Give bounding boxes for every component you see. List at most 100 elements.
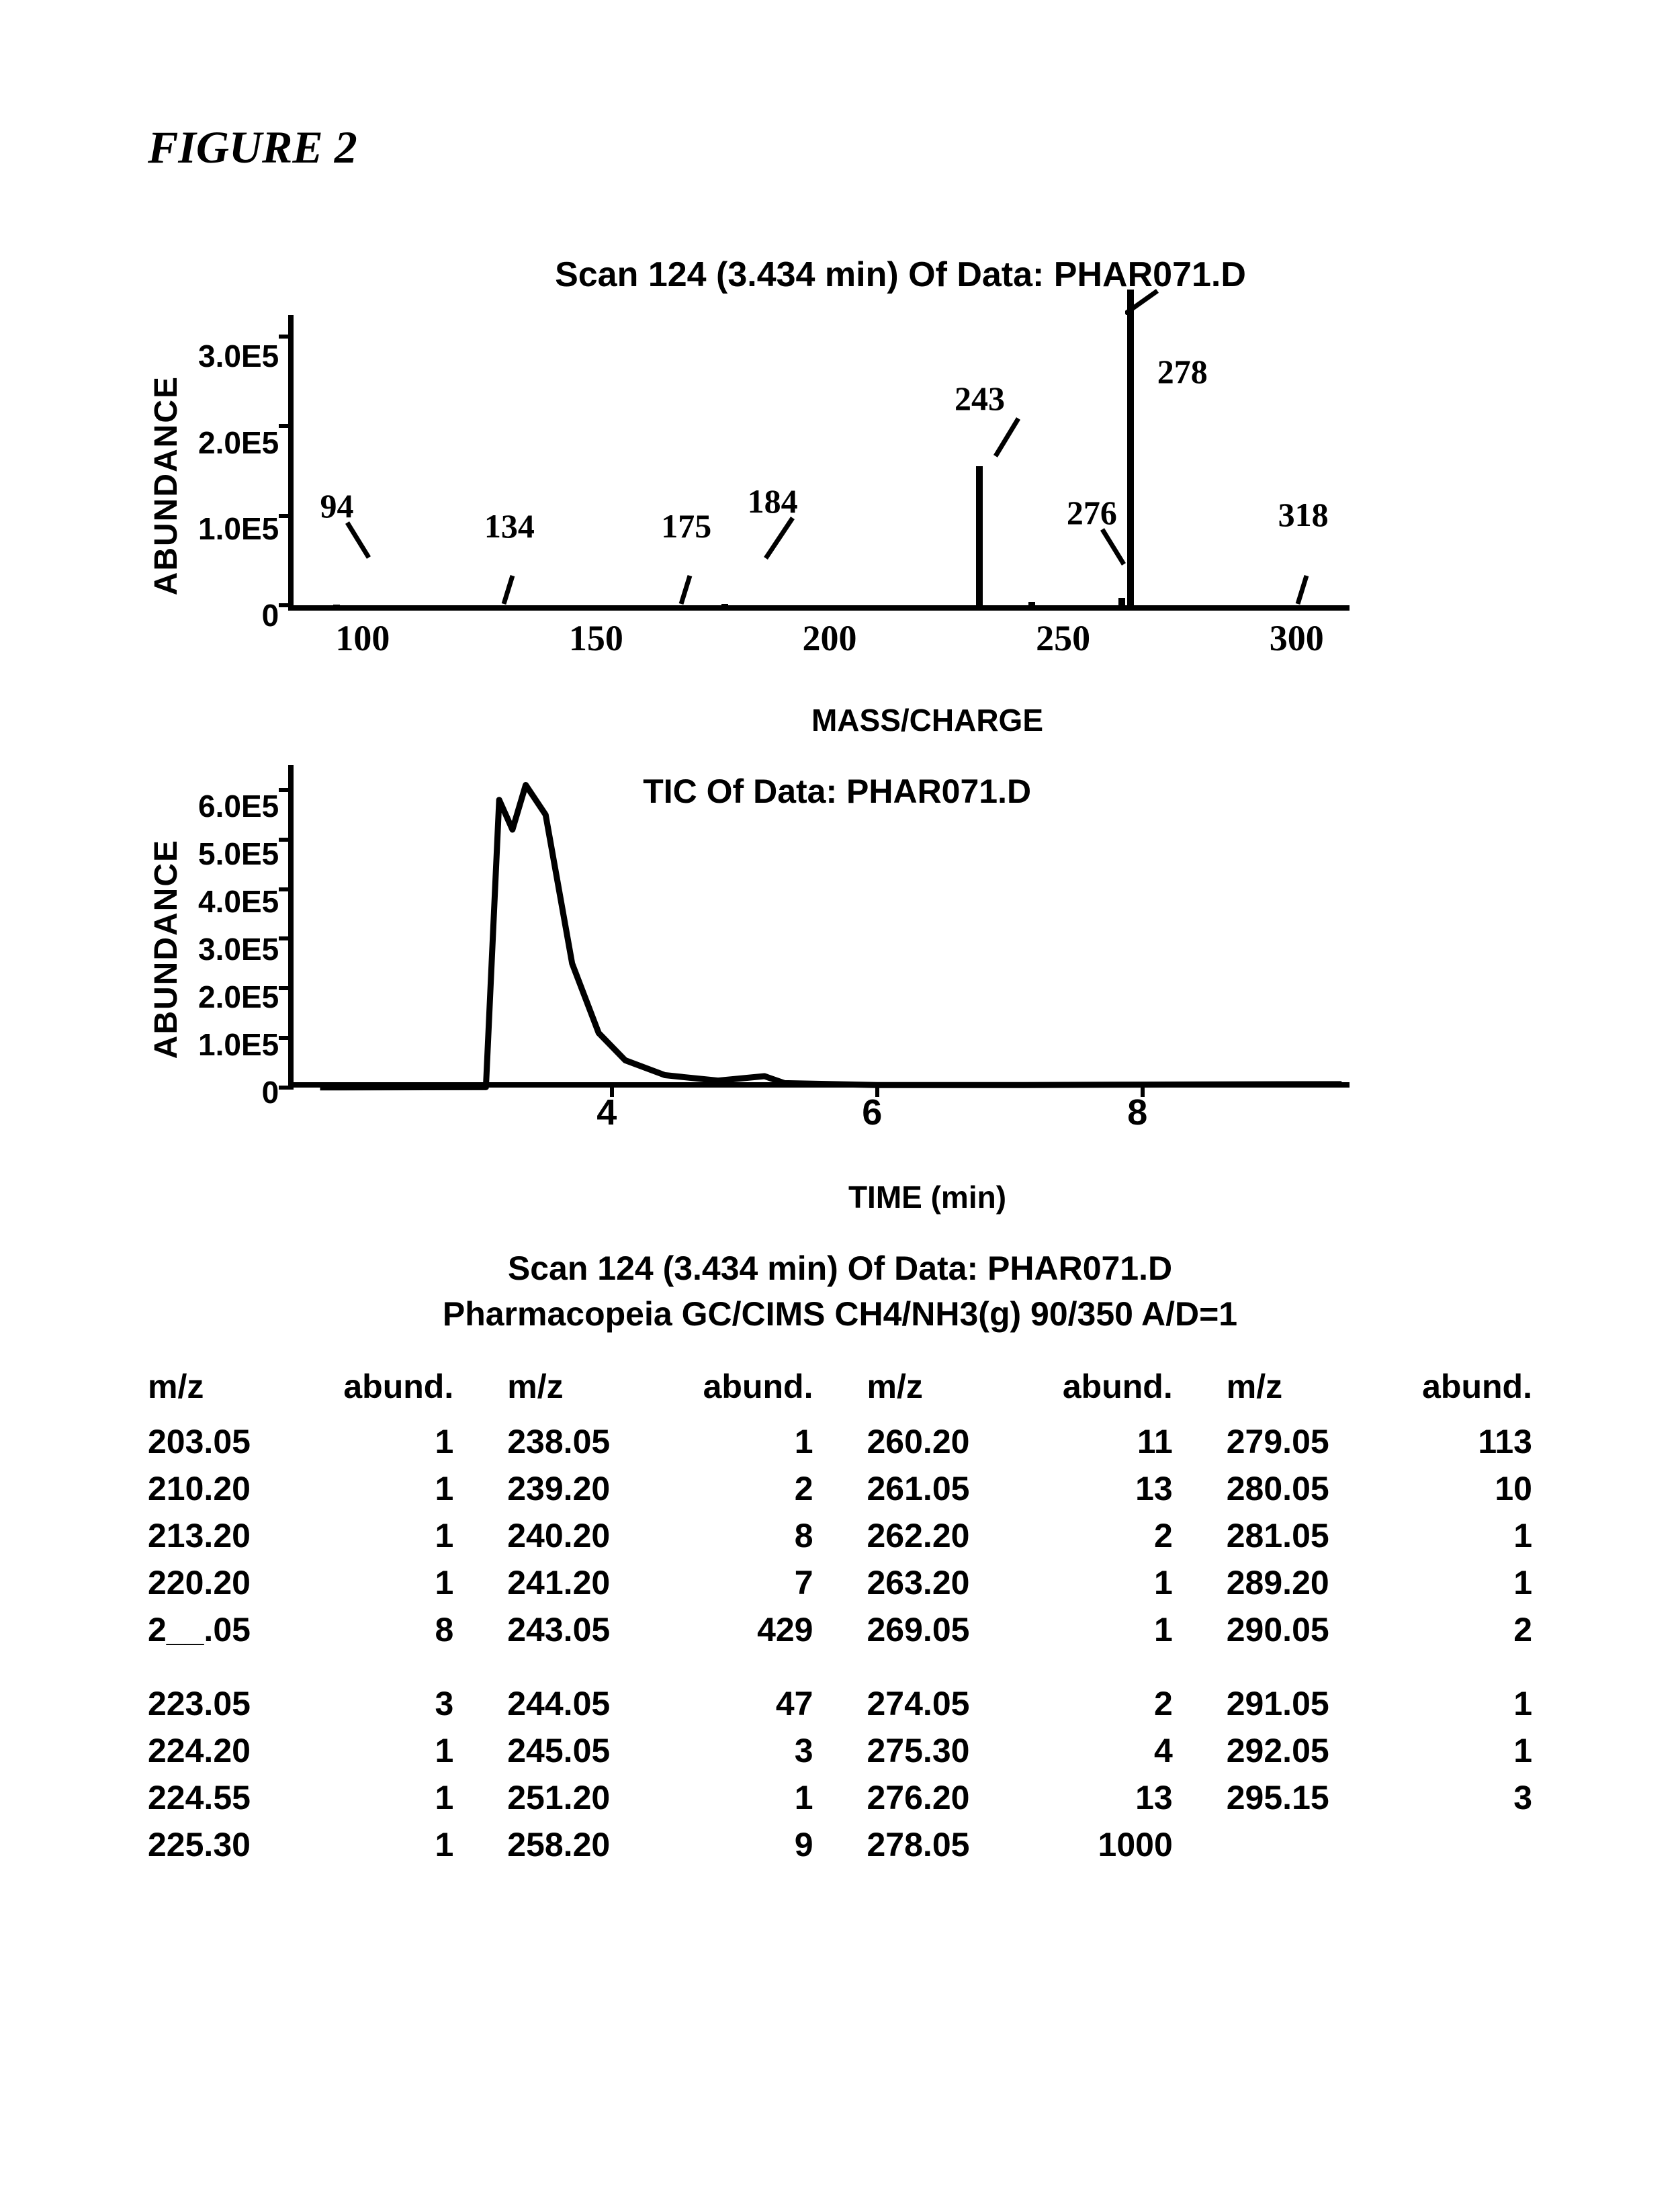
chart1-plot-area: 94134175184243276278318 [288,315,1350,611]
xtick-label: 200 [803,617,857,659]
col-head-abund: abund. [703,1367,813,1406]
cell-mz: 241.20 [507,1559,610,1606]
table-row: 291.051 [1227,1680,1532,1727]
table-row: 224.551 [148,1774,453,1821]
cell-abund: 3 [435,1680,453,1727]
chart1-xticks: 100150200250300 [288,611,1350,656]
table-row: 261.0513 [867,1465,1173,1512]
table-row: 223.05 3 [148,1680,453,1727]
table-row: 260.2011 [867,1418,1173,1465]
cell-mz: 240.20 [507,1512,610,1559]
chart2-yticks: 6.0E55.0E54.0E53.0E52.0E51.0E50 [198,788,288,1110]
cell-abund: 2 [795,1465,813,1512]
peak-label: 278 [1157,352,1208,391]
table-row: 295.15 3 [1227,1774,1532,1821]
chart1-yticks: 3.0E52.0E51.0E50 [198,338,288,633]
table-row: 241.20 7 [507,1559,813,1606]
col-head-abund: abund. [1422,1367,1532,1406]
cell-mz: 213.20 [148,1512,251,1559]
cell-abund: 113 [1478,1418,1532,1465]
chart2-xlabel: TIME (min) [322,1179,1532,1215]
tic-line [294,765,1355,1088]
table-row: 274.052 [867,1680,1173,1727]
cell-mz: 220.20 [148,1559,251,1606]
cell-abund: 2 [1154,1680,1173,1727]
chart1-xlabel: MASS/CHARGE [322,702,1532,738]
xtick-label: 100 [335,617,390,659]
cell-abund: 3 [1513,1774,1532,1821]
chart2-ylabel: ABUNDANCE [148,839,185,1059]
cell-abund: 9 [795,1821,813,1868]
chart2-plot-area: TIC Of Data: PHAR071.D [288,765,1350,1088]
table-row: 2__.058 [148,1606,453,1653]
cell-mz: 291.05 [1227,1680,1329,1727]
table-row: 245.05 3 [507,1727,813,1774]
cell-abund: 10 [1495,1465,1532,1512]
table-row: 275.304 [867,1727,1173,1774]
table-row: 238.051 [507,1418,813,1465]
cell-abund: 7 [795,1559,813,1606]
table-row: 269.051 [867,1606,1173,1653]
table-row: 244.05 47 [507,1680,813,1727]
table-row: 276.2013 [867,1774,1173,1821]
col-head-abund: abund. [1063,1367,1173,1406]
table-row: 290.052 [1227,1606,1532,1653]
cell-abund: 3 [795,1727,813,1774]
table-column: m/zabund.238.051239.202240.208241.207243… [507,1367,813,1868]
spectrum-peak [721,604,728,605]
ytick-label: 3.0E5 [198,931,279,967]
cell-mz: 224.55 [148,1774,251,1821]
table-row: 281.051 [1227,1512,1532,1559]
table-row: 289.201 [1227,1559,1532,1606]
cell-abund: 8 [795,1512,813,1559]
ytick-label: 2.0E5 [198,425,279,461]
chart2-xticks: 468 [288,1088,1350,1133]
cell-mz: 290.05 [1227,1606,1329,1653]
peak-label: 175 [661,507,711,545]
table-row: 258.209 [507,1821,813,1868]
tic-chart: ABUNDANCE 6.0E55.0E54.0E53.0E52.0E51.0E5… [148,765,1532,1215]
cell-mz: 2__.05 [148,1606,251,1653]
cell-mz: 210.20 [148,1465,251,1512]
table-row: 263.201 [867,1559,1173,1606]
ytick-label: 0 [262,1074,279,1110]
cell-abund: 2 [1154,1512,1173,1559]
cell-abund: 13 [1135,1465,1173,1512]
spectrum-peak [976,466,983,605]
peak-label: 134 [484,507,535,545]
xtick-label: 300 [1270,617,1324,659]
cell-mz: 239.20 [507,1465,610,1512]
cell-mz: 278.05 [867,1821,970,1868]
table-row: 213.201 [148,1512,453,1559]
xtick-label: 8 [1127,1092,1147,1133]
cell-abund: 1 [435,1418,453,1465]
cell-mz: 245.05 [507,1727,610,1774]
table-row: 243.05429 [507,1606,813,1653]
cell-mz: 223.05 [148,1680,251,1727]
table-column: m/zabund.203.051210.201213.201220.2012__… [148,1367,453,1868]
xtick-label: 4 [596,1092,617,1133]
cell-mz: 295.15 [1227,1774,1329,1821]
cell-mz: 269.05 [867,1606,970,1653]
table-header1: Scan 124 (3.434 min) Of Data: PHAR071.D [148,1249,1532,1288]
ytick-label: 5.0E5 [198,836,279,872]
table-column: m/zabund.279.05113280.0510281.051289.201… [1227,1367,1532,1868]
peak-tick [676,574,697,605]
leader-line [752,515,806,576]
xtick-label: 250 [1036,617,1090,659]
cell-mz: 262.20 [867,1512,970,1559]
cell-mz: 244.05 [507,1680,610,1727]
col-head-mz: m/z [867,1367,923,1406]
table-row: 240.20 8 [507,1512,813,1559]
table-row: 224.201 [148,1727,453,1774]
table-row: 251.201 [507,1774,813,1821]
table-row: 203.051 [148,1418,453,1465]
ytick-label: 0 [262,597,279,633]
ytick-label: 1.0E5 [198,1026,279,1063]
leader-line [1097,527,1151,587]
cell-mz: 275.30 [867,1727,970,1774]
table-header2: Pharmacopeia GC/CIMS CH4/NH3(g) 90/350 A… [148,1294,1532,1333]
cell-mz: 289.20 [1227,1559,1329,1606]
cell-abund: 47 [776,1680,813,1727]
table-column: m/zabund.260.2011261.0513262.202263.2012… [867,1367,1173,1868]
